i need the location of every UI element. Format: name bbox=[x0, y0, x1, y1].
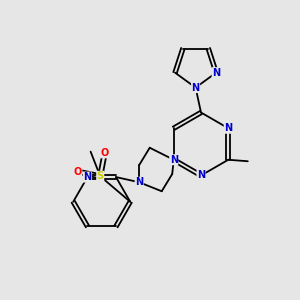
Text: N: N bbox=[191, 82, 200, 93]
Text: N: N bbox=[170, 155, 178, 165]
Text: N: N bbox=[83, 172, 92, 182]
Text: O: O bbox=[100, 148, 109, 158]
Text: S: S bbox=[97, 171, 104, 181]
Text: N: N bbox=[224, 123, 232, 133]
Text: N: N bbox=[135, 177, 143, 187]
Text: N: N bbox=[212, 68, 220, 78]
Text: N: N bbox=[197, 170, 205, 181]
Text: O: O bbox=[74, 167, 82, 177]
